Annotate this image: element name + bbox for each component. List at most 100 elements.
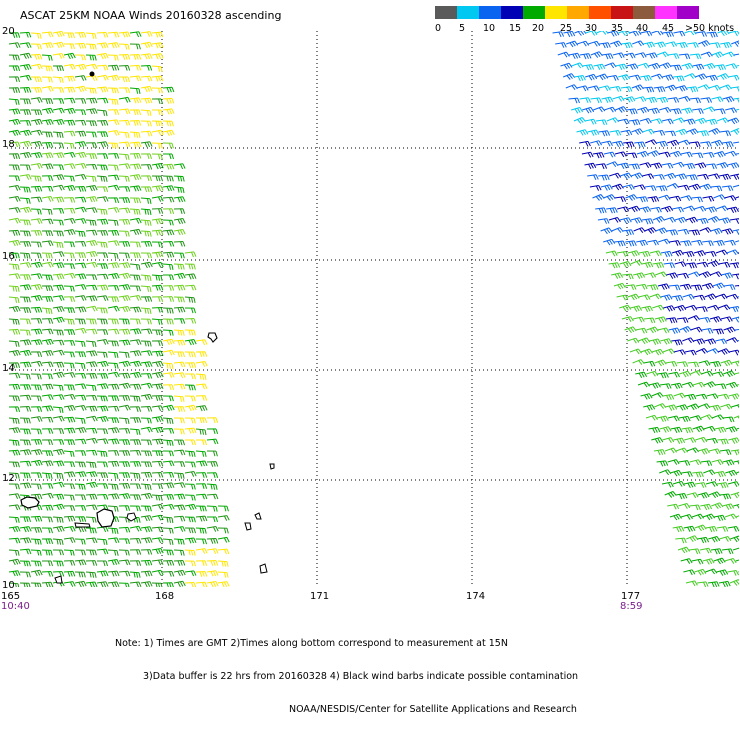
wind-barb: [31, 570, 42, 576]
wind-barb: [108, 99, 118, 105]
wind-barb: [659, 195, 671, 200]
wind-barb: [42, 572, 53, 577]
wind-barb: [97, 132, 108, 137]
wind-barb: [141, 394, 152, 400]
wind-barb: [86, 329, 97, 334]
wind-barb: [728, 118, 739, 124]
wind-barb: [42, 262, 53, 267]
wind-barb: [629, 164, 640, 169]
wind-barb: [53, 242, 63, 248]
scale-swatch: [435, 6, 457, 19]
wind-barb: [667, 230, 678, 235]
wind-barb: [174, 319, 185, 324]
wind-barb: [152, 484, 163, 489]
wind-barb: [141, 484, 151, 490]
wind-barb: [130, 340, 141, 345]
wind-barb: [108, 363, 118, 369]
wind-barb: [108, 582, 119, 587]
wind-barb: [729, 31, 740, 36]
wind-barb: [207, 571, 218, 576]
wind-barb: [703, 470, 715, 475]
wind-barb: [664, 263, 675, 268]
wind-barb: [563, 74, 575, 80]
wind-barb: [679, 461, 690, 466]
wind-barb: [727, 250, 739, 255]
wind-barb: [31, 417, 42, 422]
wind-barb: [64, 242, 74, 247]
wind-barb: [163, 396, 173, 401]
wind-barb: [688, 362, 699, 367]
wind-barb: [583, 65, 594, 71]
wind-barb: [185, 495, 195, 501]
wind-barb: [656, 141, 667, 147]
wind-barb: [42, 253, 52, 258]
wind-barb: [119, 373, 130, 378]
wind-barb: [636, 240, 647, 246]
wind-barb: [119, 527, 130, 532]
wind-barb: [711, 503, 723, 509]
wind-barb: [577, 86, 588, 91]
wind-barb: [9, 264, 19, 270]
wind-barb: [673, 481, 685, 486]
wind-barb: [679, 97, 691, 102]
wind-barb: [654, 131, 665, 136]
wind-barb: [86, 538, 97, 543]
wind-barb: [42, 66, 52, 71]
wind-barb: [710, 317, 722, 323]
wind-barb: [582, 152, 593, 157]
wind-barb: [684, 74, 696, 79]
wind-barb: [108, 208, 119, 213]
wind-barb: [141, 374, 152, 379]
wind-barb: [152, 396, 163, 401]
wind-barb: [643, 129, 655, 134]
wind-barb: [174, 264, 184, 270]
wind-barb: [130, 307, 141, 312]
wind-barb: [108, 461, 119, 466]
wind-barb: [53, 285, 64, 290]
wind-barb: [130, 429, 140, 435]
wind-barb: [108, 274, 119, 280]
wind-barb: [141, 198, 151, 204]
wind-barb: [687, 43, 698, 48]
wind-barb: [130, 372, 141, 378]
wind-barb: [20, 110, 31, 115]
wind-barb: [9, 396, 20, 401]
wind-barb: [152, 361, 163, 367]
wind-barb: [715, 427, 726, 433]
wind-barb: [75, 352, 86, 357]
wind-barb: [64, 472, 75, 477]
wind-barb: [196, 473, 207, 478]
wind-barb: [665, 492, 677, 498]
wind-barb: [722, 142, 733, 147]
wind-barb: [75, 374, 86, 379]
wind-barb: [86, 406, 97, 411]
wind-barb: [97, 495, 108, 500]
wind-barb: [607, 162, 619, 167]
wind-barb: [141, 329, 152, 334]
wind-barb: [53, 185, 64, 190]
wind-barb: [733, 229, 739, 235]
wind-barb: [64, 219, 75, 224]
wind-barb: [590, 186, 601, 191]
wind-barb: [20, 330, 30, 336]
wind-barb: [174, 550, 184, 556]
wind-barb: [119, 32, 130, 37]
wind-barb: [685, 31, 697, 35]
wind-barb: [119, 253, 129, 258]
wind-barb: [671, 65, 682, 70]
wind-barb: [692, 559, 703, 564]
wind-barb: [641, 31, 652, 36]
wind-barb: [141, 462, 152, 467]
wind-barb: [86, 76, 97, 81]
wind-barb: [196, 528, 206, 534]
wind-barb: [599, 43, 610, 48]
wind-barb: [141, 110, 151, 116]
wind-barb: [687, 129, 699, 135]
wind-barb: [9, 165, 19, 170]
wind-barb: [709, 85, 721, 90]
wind-barb: [97, 98, 108, 103]
wind-barb: [141, 131, 152, 136]
wind-barb: [152, 230, 163, 235]
wind-barb: [130, 229, 141, 235]
wind-barb: [668, 460, 680, 465]
